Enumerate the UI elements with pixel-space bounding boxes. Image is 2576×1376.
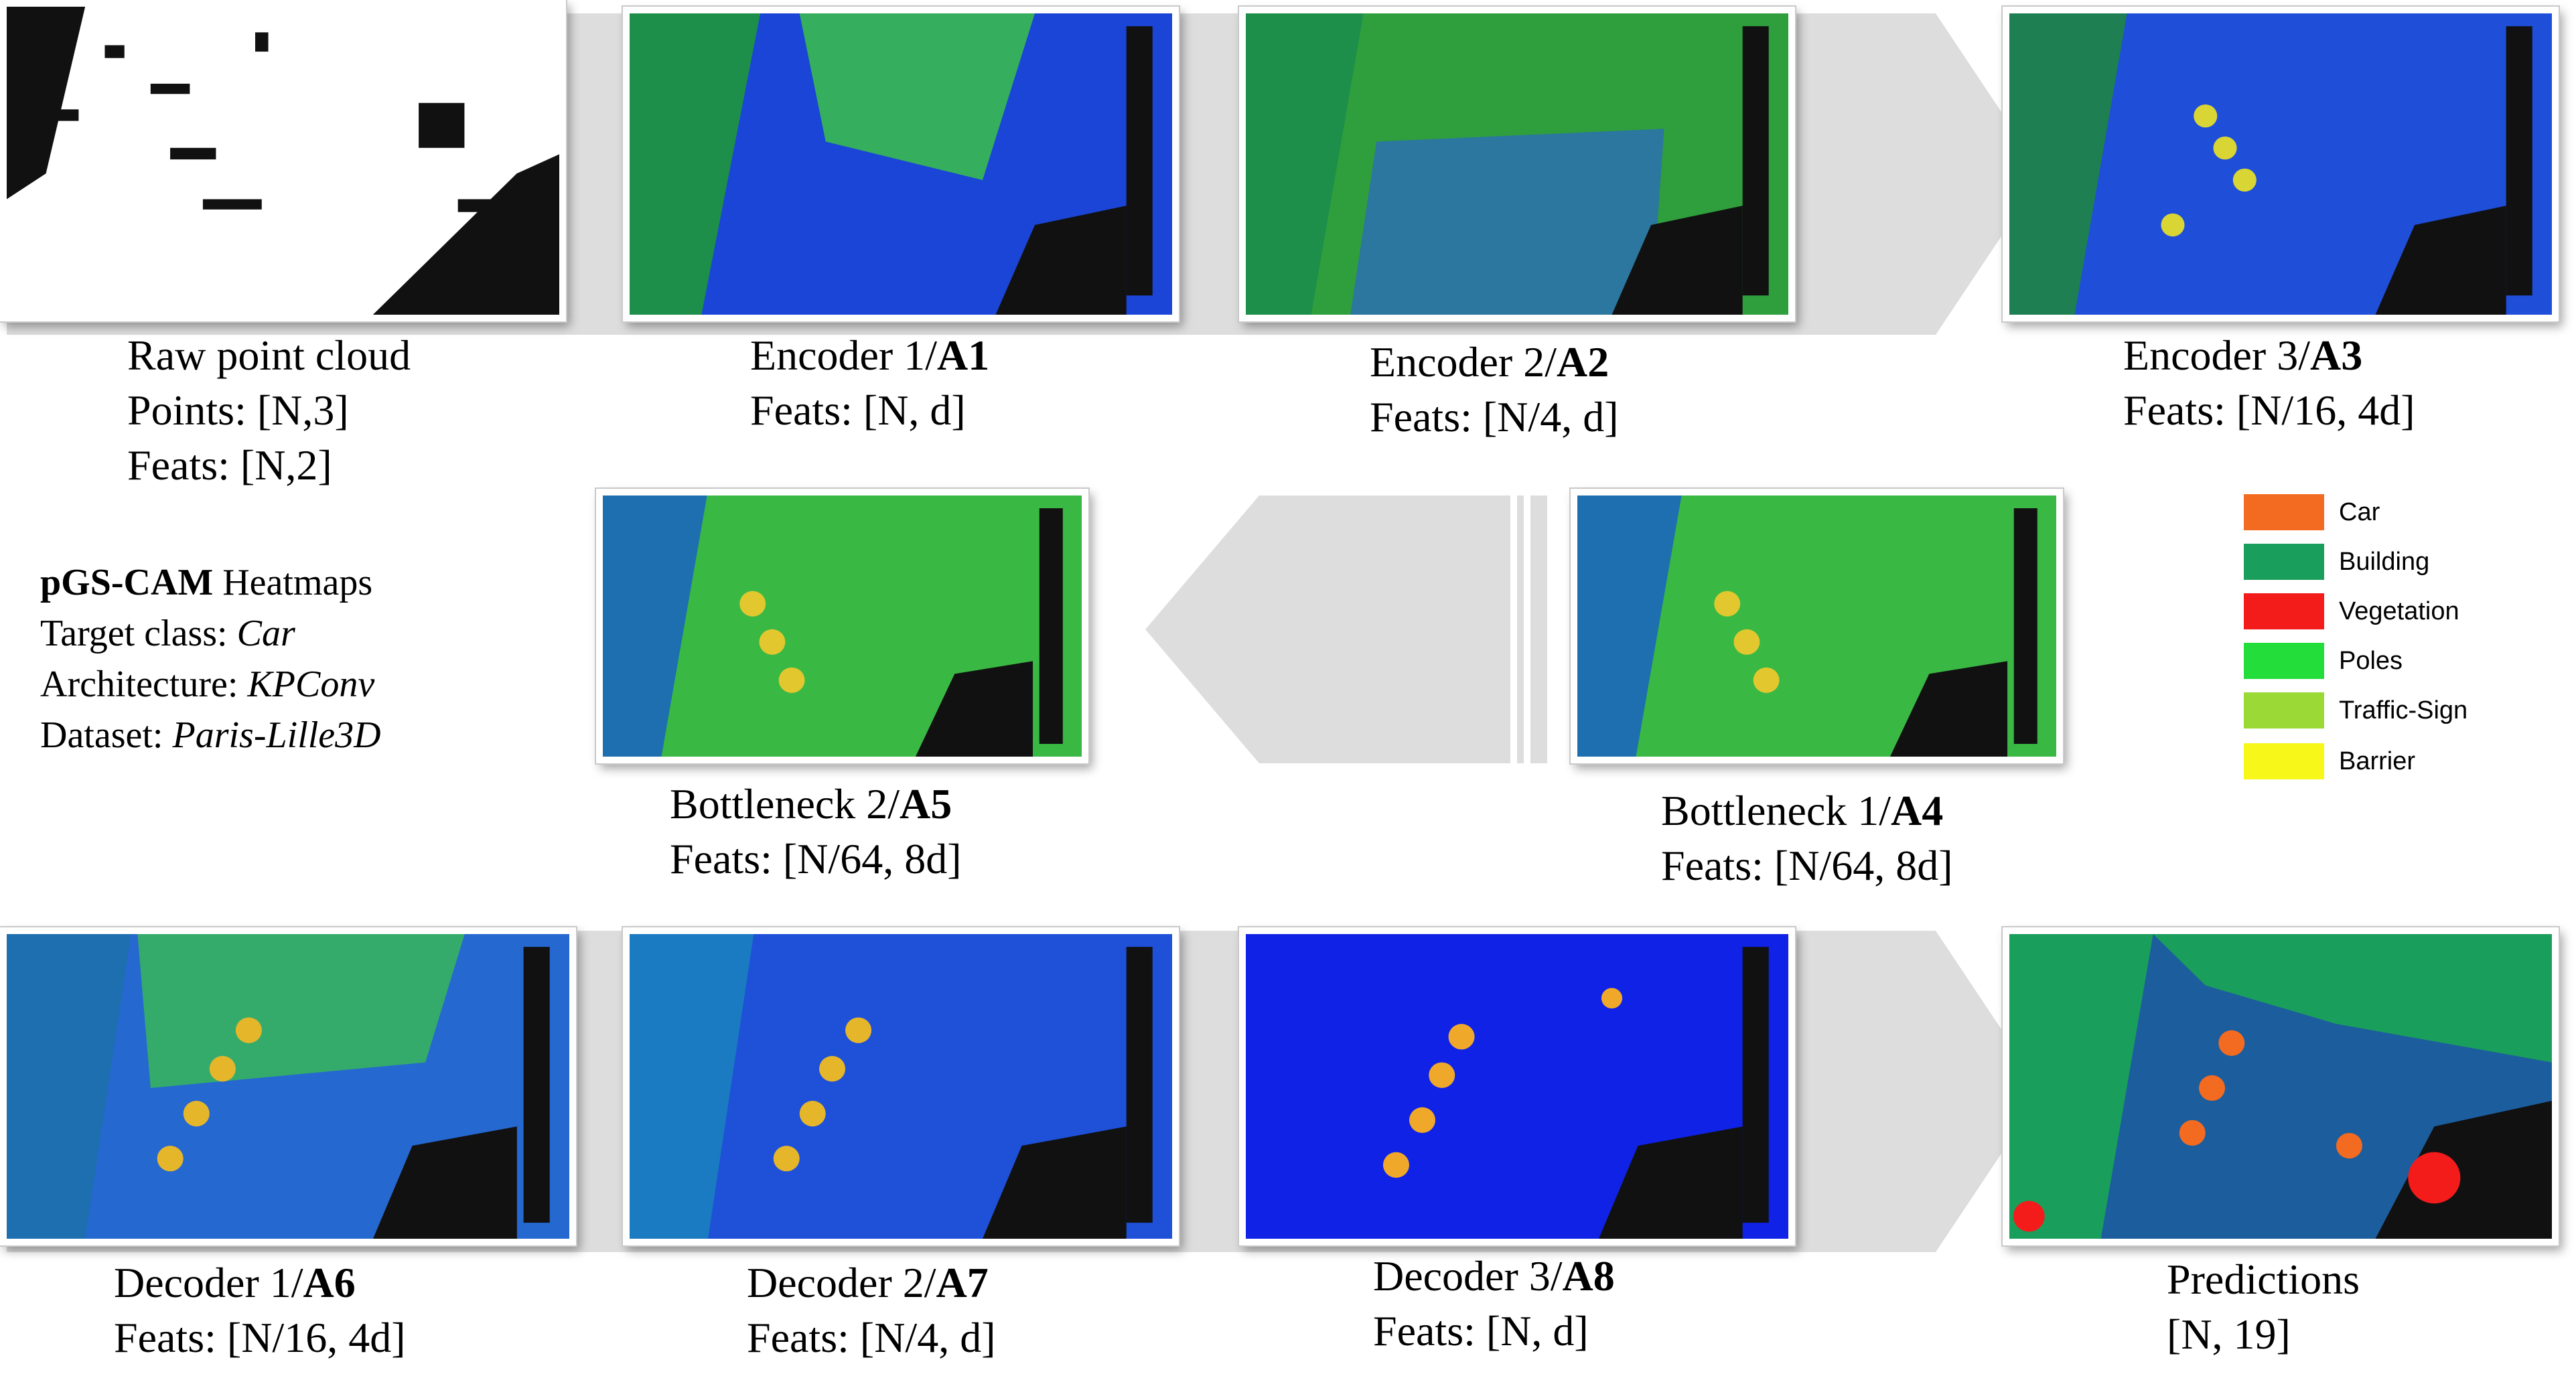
info-target: Target class: Car xyxy=(40,608,381,659)
legend-swatch xyxy=(2244,593,2324,629)
legend-swatch xyxy=(2244,692,2324,729)
legend-item: Barrier xyxy=(2244,743,2415,779)
encoder3-feats: Feats: [N/16, 4d] xyxy=(2123,386,2415,434)
bottleneck1-tag: A4 xyxy=(1891,787,1944,834)
flow-arrow-bottleneck xyxy=(1145,495,1547,763)
legend-label: Barrier xyxy=(2339,747,2416,775)
info-block: pGS-CAM Heatmaps Target class: Car Archi… xyxy=(40,557,381,761)
bottleneck2-feats: Feats: [N/64, 8d] xyxy=(670,835,962,883)
info-target-label: Target class: xyxy=(40,613,237,654)
info-architecture: Architecture: KPConv xyxy=(40,659,381,710)
encoder2-heatmap xyxy=(1239,7,1795,321)
predictions-caption: Predictions [N, 19] xyxy=(2167,1252,2360,1362)
encoder1-name: Encoder 1/ xyxy=(750,331,937,379)
info-title-bold: pGS-CAM xyxy=(40,562,214,603)
bottleneck2-caption: Bottleneck 2/A5 Feats: [N/64, 8d] xyxy=(670,777,962,887)
encoder2-feats: Feats: [N/4, d] xyxy=(1370,393,1619,441)
info-dataset-value: Paris-Lille3D xyxy=(172,714,381,756)
legend-swatch xyxy=(2244,643,2324,679)
info-title-rest: Heatmaps xyxy=(213,562,373,603)
bottleneck2-heatmap xyxy=(596,489,1088,763)
encoder3-heatmap xyxy=(2003,7,2559,321)
legend-item: Vegetation xyxy=(2244,593,2459,629)
decoder2-name: Decoder 2/ xyxy=(747,1259,936,1306)
legend-swatch xyxy=(2244,544,2324,580)
info-arch-value: KPConv xyxy=(247,664,375,705)
legend-label: Traffic-Sign xyxy=(2339,696,2468,724)
decoder2-tag: A7 xyxy=(936,1259,989,1306)
encoder2-name: Encoder 2/ xyxy=(1370,338,1557,386)
raw-feats: Feats: [N,2] xyxy=(127,441,332,489)
raw-points: Points: [N,3] xyxy=(127,386,349,434)
encoder1-feats: Feats: [N, d] xyxy=(750,386,966,434)
predictions-shape: [N, 19] xyxy=(2167,1310,2291,1358)
info-arch-label: Architecture: xyxy=(40,664,248,705)
raw-point-cloud-caption: Raw point cloud Points: [N,3] Feats: [N,… xyxy=(127,328,411,493)
bottleneck2-tag: A5 xyxy=(900,780,952,828)
decoder1-feats: Feats: [N/16, 4d] xyxy=(114,1314,406,1361)
decoder2-feats: Feats: [N/4, d] xyxy=(747,1314,996,1361)
raw-point-cloud-image xyxy=(0,0,566,321)
decoder1-caption: Decoder 1/A6 Feats: [N/16, 4d] xyxy=(114,1255,406,1365)
legend-swatch xyxy=(2244,743,2324,779)
class-legend: Car Building Vegetation Poles Traffic-Si… xyxy=(2244,494,2525,789)
legend-item: Car xyxy=(2244,494,2380,530)
decoder2-heatmap xyxy=(623,927,1179,1245)
raw-title: Raw point cloud xyxy=(127,331,411,379)
decoder3-feats: Feats: [N, d] xyxy=(1373,1307,1589,1355)
legend-label: Vegetation xyxy=(2339,597,2459,625)
legend-item: Poles xyxy=(2244,643,2403,679)
bottleneck1-caption: Bottleneck 1/A4 Feats: [N/64, 8d] xyxy=(1661,783,1953,893)
info-dataset-label: Dataset: xyxy=(40,714,173,756)
legend-item: Building xyxy=(2244,544,2429,580)
info-target-value: Car xyxy=(236,613,295,654)
decoder1-name: Decoder 1/ xyxy=(114,1259,303,1306)
decoder3-name: Decoder 3/ xyxy=(1373,1252,1563,1300)
bottleneck2-name: Bottleneck 2/ xyxy=(670,780,900,828)
encoder2-tag: A2 xyxy=(1557,338,1609,386)
bottleneck1-feats: Feats: [N/64, 8d] xyxy=(1661,842,1953,889)
predictions-title: Predictions xyxy=(2167,1255,2360,1303)
legend-label: Car xyxy=(2339,498,2380,526)
encoder3-tag: A3 xyxy=(2310,331,2363,379)
encoder1-tag: A1 xyxy=(937,331,990,379)
encoder3-name: Encoder 3/ xyxy=(2123,331,2310,379)
legend-swatch xyxy=(2244,494,2324,530)
legend-label: Poles xyxy=(2339,646,2403,675)
encoder2-caption: Encoder 2/A2 Feats: [N/4, d] xyxy=(1370,335,1619,445)
decoder2-caption: Decoder 2/A7 Feats: [N/4, d] xyxy=(747,1255,996,1365)
decoder3-caption: Decoder 3/A8 Feats: [N, d] xyxy=(1373,1249,1615,1359)
decoder3-heatmap xyxy=(1239,927,1795,1245)
encoder1-caption: Encoder 1/A1 Feats: [N, d] xyxy=(750,328,989,438)
info-title: pGS-CAM Heatmaps xyxy=(40,557,381,608)
predictions-image xyxy=(2003,927,2559,1245)
decoder1-heatmap xyxy=(0,927,576,1245)
encoder1-heatmap xyxy=(623,7,1179,321)
bottleneck1-heatmap xyxy=(1571,489,2063,763)
decoder3-tag: A8 xyxy=(1562,1252,1615,1300)
legend-item: Traffic-Sign xyxy=(2244,692,2467,729)
legend-label: Building xyxy=(2339,547,2430,576)
info-dataset: Dataset: Paris-Lille3D xyxy=(40,710,381,761)
bottleneck1-name: Bottleneck 1/ xyxy=(1661,787,1891,834)
decoder1-tag: A6 xyxy=(303,1259,356,1306)
encoder3-caption: Encoder 3/A3 Feats: [N/16, 4d] xyxy=(2123,328,2415,438)
